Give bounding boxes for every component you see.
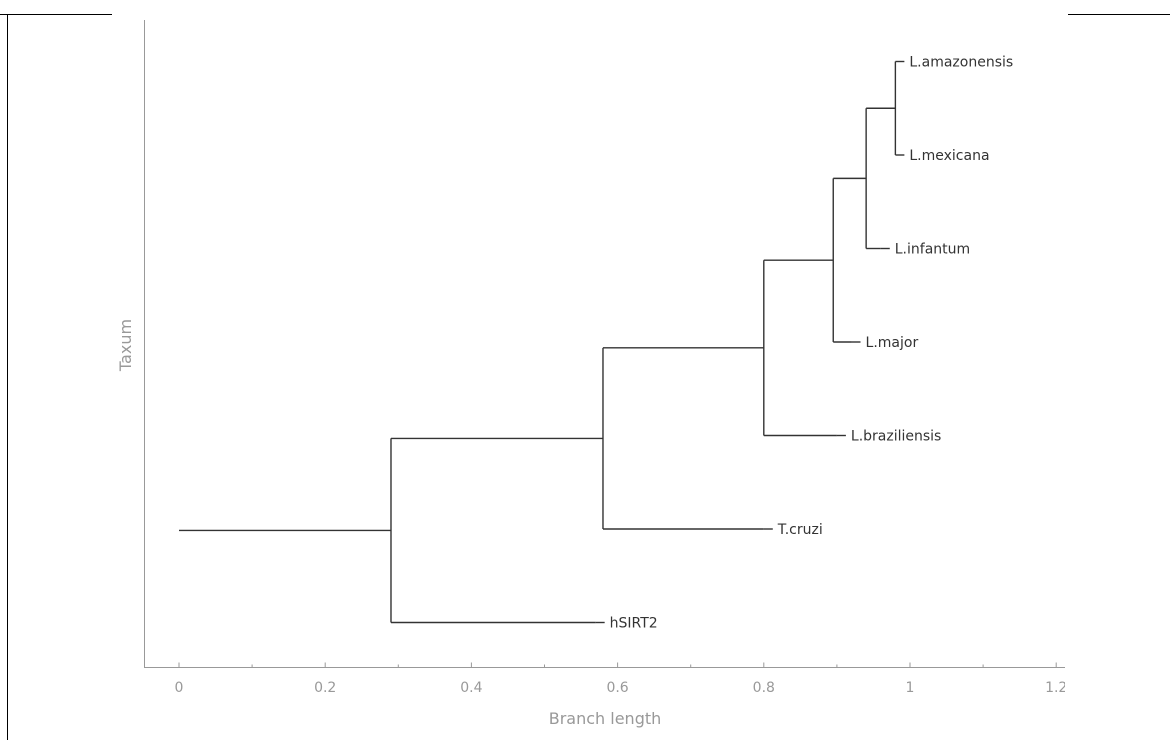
x-tick-label: 0.4 — [460, 680, 482, 696]
tree-branches — [179, 60, 905, 624]
x-tick-label: 0.6 — [606, 680, 628, 696]
x-axis-title: Branch length — [549, 709, 662, 728]
leaf-label: L.major — [866, 335, 919, 351]
leaf-label: L.mexicana — [909, 148, 989, 164]
x-tick-label: 1 — [906, 680, 915, 696]
leaf-labels: L.amazonensis L.mexicana L.infantum L.major… — [610, 55, 1014, 632]
x-tick-labels: 0 0.2 0.4 0.6 0.8 1 1.2 — [175, 680, 1067, 696]
leaf-label: L.amazonensis — [909, 55, 1013, 71]
y-axis-title: Taxum — [116, 319, 135, 372]
x-tick-label: 0.8 — [753, 680, 775, 696]
leaf-label: hSIRT2 — [610, 616, 658, 632]
leaf-label: L.infantum — [895, 242, 970, 258]
leaf-label: T.cruzi — [777, 522, 823, 538]
x-ticks — [178, 662, 1057, 668]
x-tick-label: 0 — [175, 680, 184, 696]
leaf-label: L.braziliensis — [851, 429, 941, 445]
x-tick-label: 1.2 — [1045, 680, 1067, 696]
x-tick-label: 0.2 — [314, 680, 336, 696]
